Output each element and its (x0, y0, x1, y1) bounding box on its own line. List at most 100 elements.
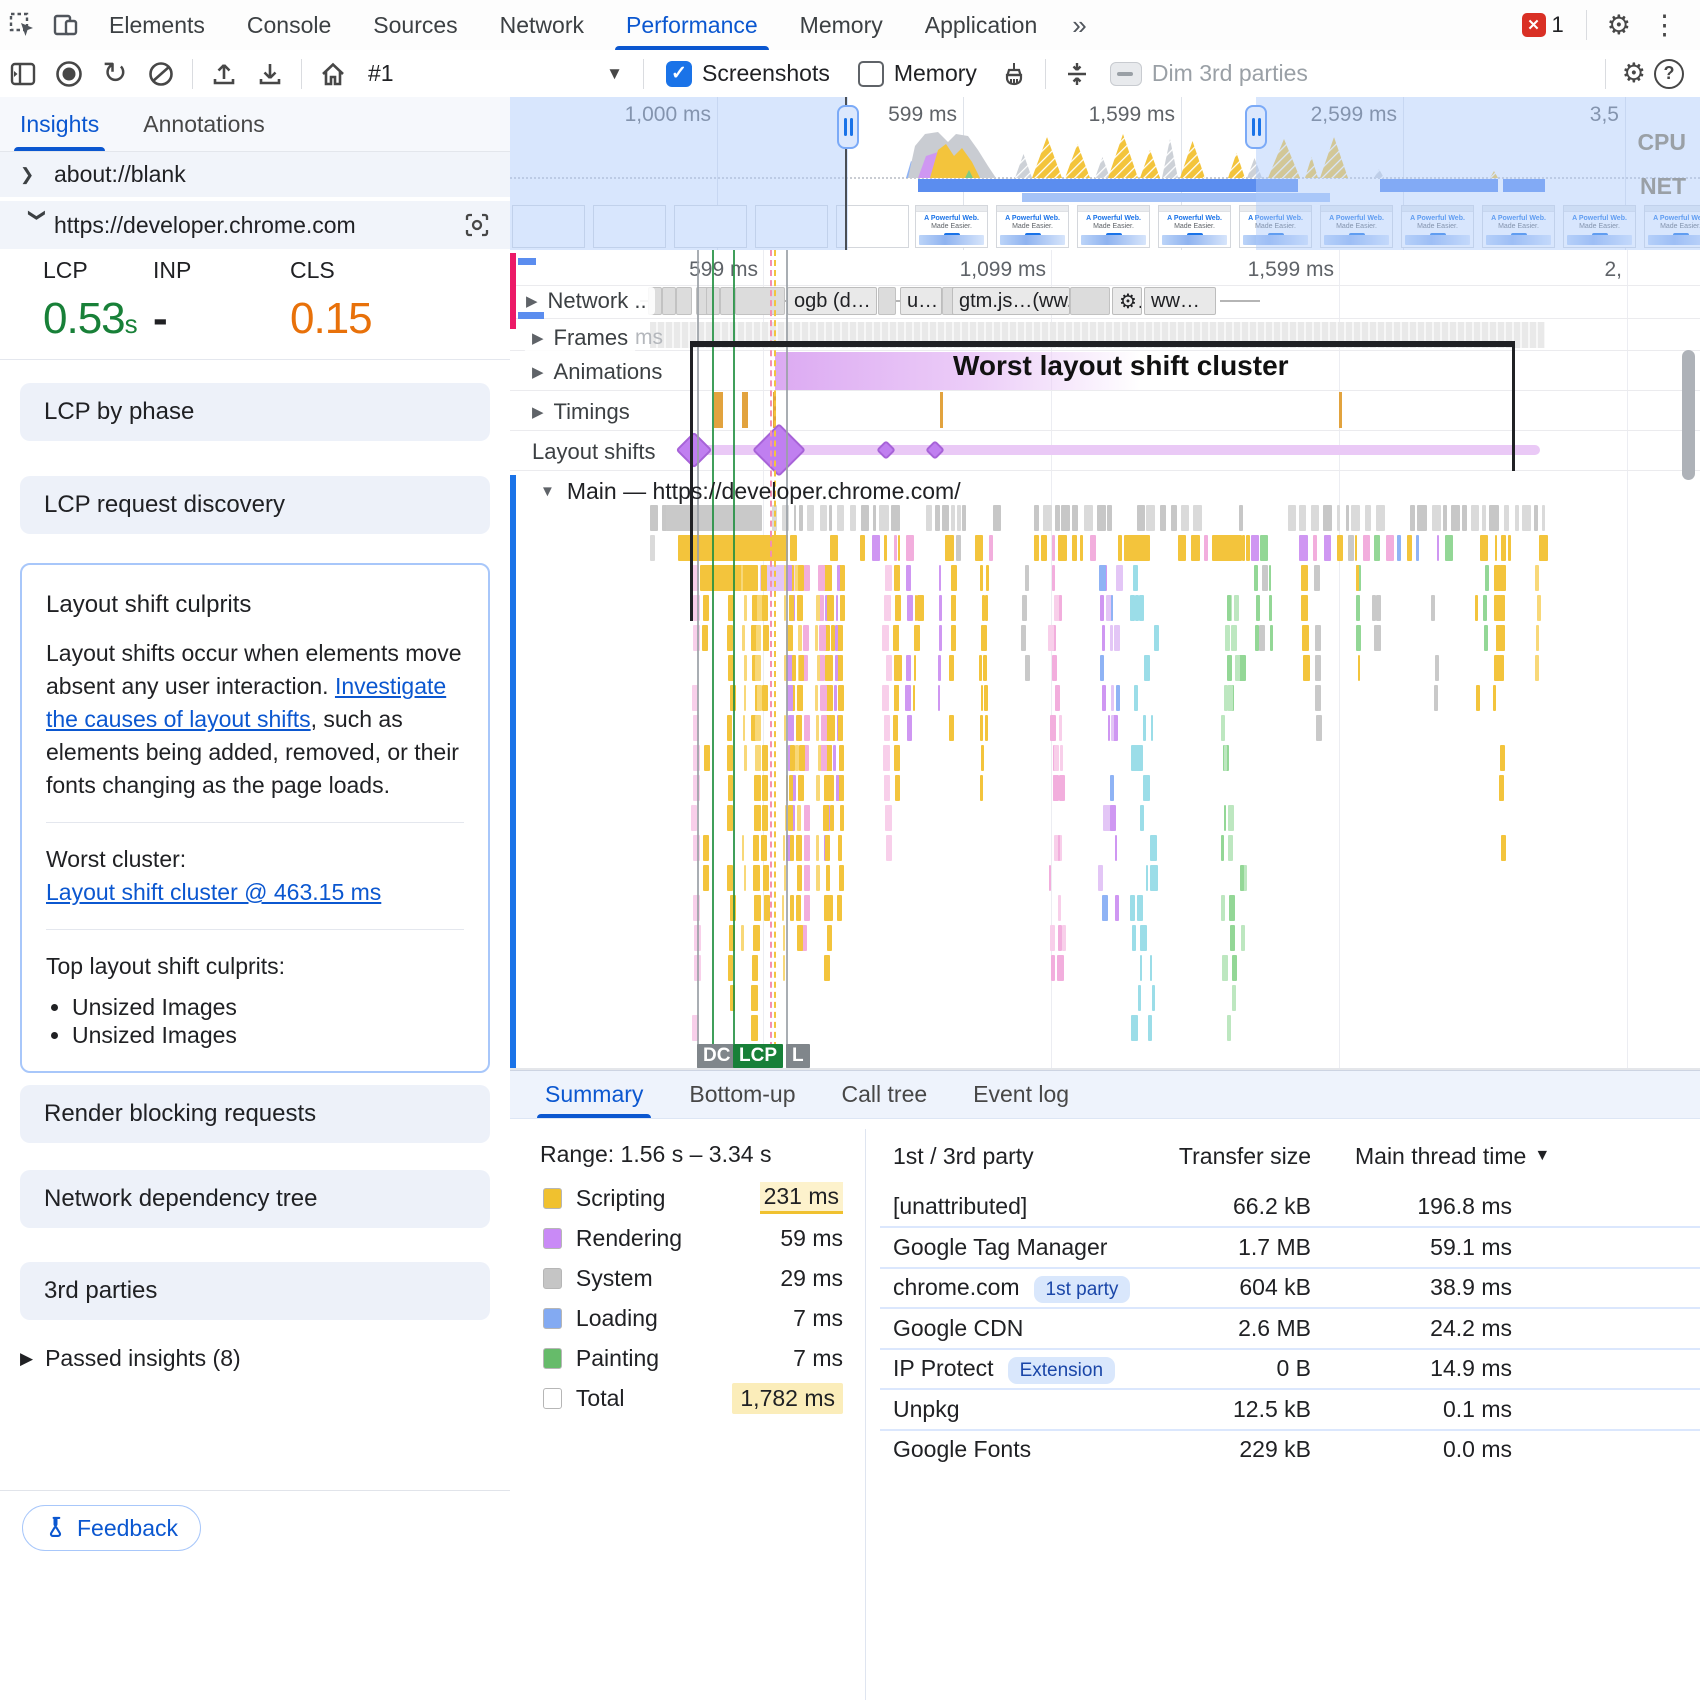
track-label-frames[interactable]: ▶ Frames (524, 324, 637, 352)
download-profile-icon[interactable] (247, 54, 293, 94)
network-request-chip[interactable]: u… (900, 287, 942, 315)
divider (46, 822, 464, 823)
record-icon[interactable] (46, 54, 92, 94)
investigate-link[interactable]: Investigate the causes of layout shifts (46, 673, 447, 732)
marker-badge-lcp[interactable]: LCP (733, 1044, 783, 1068)
tab-bottom-up[interactable]: Bottom-up (689, 1081, 796, 1107)
network-request-chip[interactable]: ww… (1144, 287, 1216, 315)
more-tabs-icon[interactable]: » (1072, 9, 1087, 40)
screenshot-thumbnail[interactable]: A Powerful Web.Made Easier. (1644, 205, 1700, 248)
screenshot-thumbnail[interactable]: A Powerful Web.Made Easier. (1239, 205, 1312, 248)
network-request-chip[interactable] (878, 287, 896, 315)
home-icon[interactable] (310, 54, 356, 94)
selection-handle-left[interactable] (837, 105, 859, 149)
insight-card-lcp-by-phase[interactable]: LCP by phase (20, 383, 490, 441)
metric-lcp[interactable]: LCP 0.53s (43, 257, 138, 343)
culprits-list: Unsized Images Unsized Images (72, 993, 464, 1049)
marker-badge-l[interactable]: L (786, 1044, 810, 1068)
minimap-ruler-label: 1,000 ms (624, 103, 711, 126)
track-label-timings[interactable]: ▶ Timings (524, 398, 638, 426)
main-thread-header[interactable]: ▼ Main — https://developer.chrome.com/ (540, 478, 961, 504)
annotation-bracket[interactable] (690, 341, 1515, 347)
element-capture-icon[interactable] (464, 212, 490, 238)
screenshot-thumbnail[interactable]: A Powerful Web.Made Easier. (1401, 205, 1474, 248)
passed-insights-expander[interactable]: ▶ Passed insights (8) (20, 1345, 241, 1371)
capture-settings-gear-icon[interactable]: ⚙ (1621, 58, 1646, 88)
network-request-chip[interactable] (662, 287, 676, 315)
tab-network[interactable]: Network (499, 11, 584, 38)
screenshot-thumbnail[interactable]: A Powerful Web.Made Easier. (1482, 205, 1555, 248)
screenshot-thumbnail[interactable]: A Powerful Web.Made Easier. (1320, 205, 1393, 248)
upload-profile-icon[interactable] (201, 54, 247, 94)
screenshot-thumbnail[interactable]: A Powerful Web.Made Easier. (1077, 205, 1150, 248)
collapse-flame-icon[interactable] (1054, 54, 1100, 94)
tab-console[interactable]: Console (246, 11, 332, 38)
legend-row-loading[interactable]: Loading 7 ms (543, 1303, 843, 1333)
network-request-chip[interactable] (720, 287, 734, 315)
col-header-party[interactable]: 1st / 3rd party (893, 1143, 1034, 1169)
kebab-menu-icon[interactable]: ⋮ (1651, 9, 1678, 40)
legend-row-rendering[interactable]: Rendering 59 ms (543, 1223, 843, 1253)
timeline-overview-minimap[interactable]: 1,000 ms 599 ms 1,599 ms 2,599 ms 3,5 (510, 97, 1700, 251)
insight-card-render-blocking[interactable]: Render blocking requests (20, 1085, 490, 1143)
reload-record-icon[interactable]: ↻ (102, 57, 128, 90)
nav-row-about-blank[interactable]: ❯ about://blank (0, 152, 510, 199)
tab-application[interactable]: Application (924, 11, 1038, 38)
selection-handle-right[interactable] (1245, 105, 1267, 149)
error-icon: ✕ (1521, 13, 1546, 37)
network-request-chip[interactable] (1070, 287, 1110, 315)
tab-memory[interactable]: Memory (799, 11, 883, 38)
settings-gear-icon[interactable]: ⚙ (1606, 9, 1631, 40)
network-request-chip[interactable]: gtm.js…(ww.js (w… (952, 287, 1070, 315)
tab-elements[interactable]: Elements (109, 11, 205, 38)
network-request-chip[interactable] (735, 287, 785, 315)
network-request-chip[interactable] (676, 287, 692, 315)
feedback-button[interactable]: Feedback (22, 1505, 202, 1551)
screenshot-thumbnail[interactable]: A Powerful Web.Made Easier. (1158, 205, 1231, 248)
tab-call-tree[interactable]: Call tree (841, 1081, 928, 1107)
screenshot-thumbnail[interactable]: A Powerful Web.Made Easier. (996, 205, 1069, 248)
track-label-layout-shifts[interactable]: Layout shifts (524, 438, 664, 466)
memory-checkbox[interactable]: Memory (857, 60, 977, 87)
inspect-icon[interactable] (0, 6, 44, 44)
insight-card-3rd-parties[interactable]: 3rd parties (20, 1262, 490, 1320)
device-toolbar-icon[interactable] (44, 6, 88, 44)
dim-3rd-parties-toggle[interactable]: Dim 3rd parties (1109, 60, 1308, 87)
divider (192, 58, 193, 89)
insight-card-layout-shift-culprits[interactable]: Layout shift culprits Layout shifts occu… (20, 563, 490, 1073)
track-label-network-[interactable]: ▶ Network .. (518, 287, 655, 315)
legend-row-scripting[interactable]: Scripting 231 ms (543, 1182, 843, 1214)
clear-icon[interactable] (138, 54, 184, 94)
error-count-badge[interactable]: ✕ 1 (1521, 12, 1564, 38)
metric-cls[interactable]: CLS 0.15 (290, 257, 373, 343)
nav-row-developer-chrome[interactable]: ❯ https://developer.chrome.com (0, 201, 510, 251)
tab-sources[interactable]: Sources (373, 11, 458, 38)
legend-row-system[interactable]: System 29 ms (543, 1263, 843, 1293)
session-select[interactable]: #1 ▼ (368, 60, 623, 86)
insight-card-lcp-request-discovery[interactable]: LCP request discovery (20, 476, 490, 534)
col-header-main-thread-time[interactable]: Main thread time ▼ (1355, 1143, 1551, 1169)
screenshot-thumbnail[interactable]: A Powerful Web.Made Easier. (1563, 205, 1636, 248)
metric-inp[interactable]: INP - (153, 257, 192, 343)
tab-insights[interactable]: Insights (13, 97, 106, 151)
col-header-transfer-size[interactable]: Transfer size (1178, 1143, 1311, 1169)
legend-row-total[interactable]: Total 1,782 ms (543, 1382, 843, 1414)
garbage-collect-icon[interactable] (991, 54, 1037, 94)
screenshot-thumbnail[interactable]: A Powerful Web.Made Easier. (915, 205, 988, 248)
track-label-animations[interactable]: ▶ Animations (524, 358, 671, 386)
help-icon[interactable]: ? (1654, 58, 1684, 89)
insight-card-network-dependency-tree[interactable]: Network dependency tree (20, 1170, 490, 1228)
legend-row-painting[interactable]: Painting 7 ms (543, 1343, 843, 1373)
marker-badge-dc[interactable]: DC (697, 1044, 737, 1068)
vertical-scrollbar-thumb[interactable] (1682, 350, 1695, 480)
toggle-sidebar-icon[interactable] (0, 54, 46, 94)
screenshots-checkbox[interactable]: ✓ Screenshots (666, 60, 830, 87)
network-request-chip[interactable]: ogb (d… (787, 287, 877, 315)
tab-annotations[interactable]: Annotations (143, 110, 265, 137)
tab-event-log[interactable]: Event log (973, 1081, 1070, 1107)
tab-summary[interactable]: Summary (536, 1071, 652, 1118)
network-request-chip[interactable]: ⚙… (1112, 287, 1142, 315)
worst-cluster-link[interactable]: Layout shift cluster @ 463.15 ms (46, 879, 382, 905)
annotation-label[interactable]: Worst layout shift cluster (953, 350, 1289, 381)
tab-performance[interactable]: Performance (605, 1, 779, 50)
